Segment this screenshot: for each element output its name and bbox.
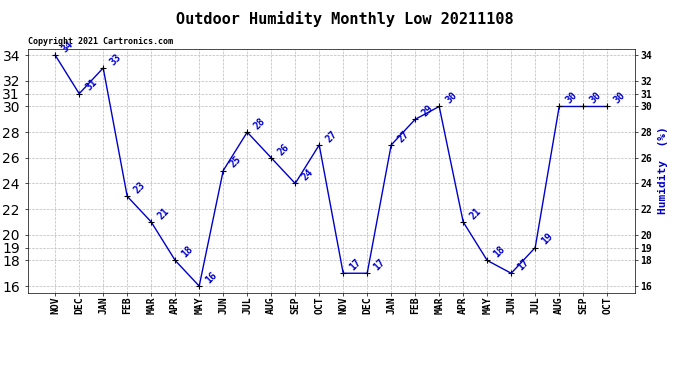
Text: 27: 27 xyxy=(324,129,339,144)
Text: 21: 21 xyxy=(467,206,483,221)
Text: 29: 29 xyxy=(420,103,435,118)
Text: 25: 25 xyxy=(228,154,243,170)
Text: 17: 17 xyxy=(515,257,531,273)
Text: Copyright 2021 Cartronics.com: Copyright 2021 Cartronics.com xyxy=(28,38,172,46)
Text: 19: 19 xyxy=(540,231,555,247)
Text: 18: 18 xyxy=(179,244,195,260)
Text: 31: 31 xyxy=(83,78,99,93)
Text: 21: 21 xyxy=(155,206,170,221)
Text: 34: 34 xyxy=(59,39,75,54)
Text: 30: 30 xyxy=(563,90,579,106)
Text: 17: 17 xyxy=(347,257,363,273)
Y-axis label: Humidity  (%): Humidity (%) xyxy=(658,127,668,214)
Text: 30: 30 xyxy=(444,90,459,106)
Text: 28: 28 xyxy=(251,116,267,131)
Text: 23: 23 xyxy=(131,180,147,195)
Text: 24: 24 xyxy=(299,167,315,183)
Text: 16: 16 xyxy=(204,270,219,285)
Text: 17: 17 xyxy=(371,257,387,273)
Text: 26: 26 xyxy=(275,142,290,157)
Text: Outdoor Humidity Monthly Low 20211108: Outdoor Humidity Monthly Low 20211108 xyxy=(176,11,514,27)
Text: 27: 27 xyxy=(395,129,411,144)
Text: 30: 30 xyxy=(611,90,627,106)
Text: 33: 33 xyxy=(108,52,123,67)
Text: 18: 18 xyxy=(491,244,506,260)
Text: 30: 30 xyxy=(587,90,603,106)
